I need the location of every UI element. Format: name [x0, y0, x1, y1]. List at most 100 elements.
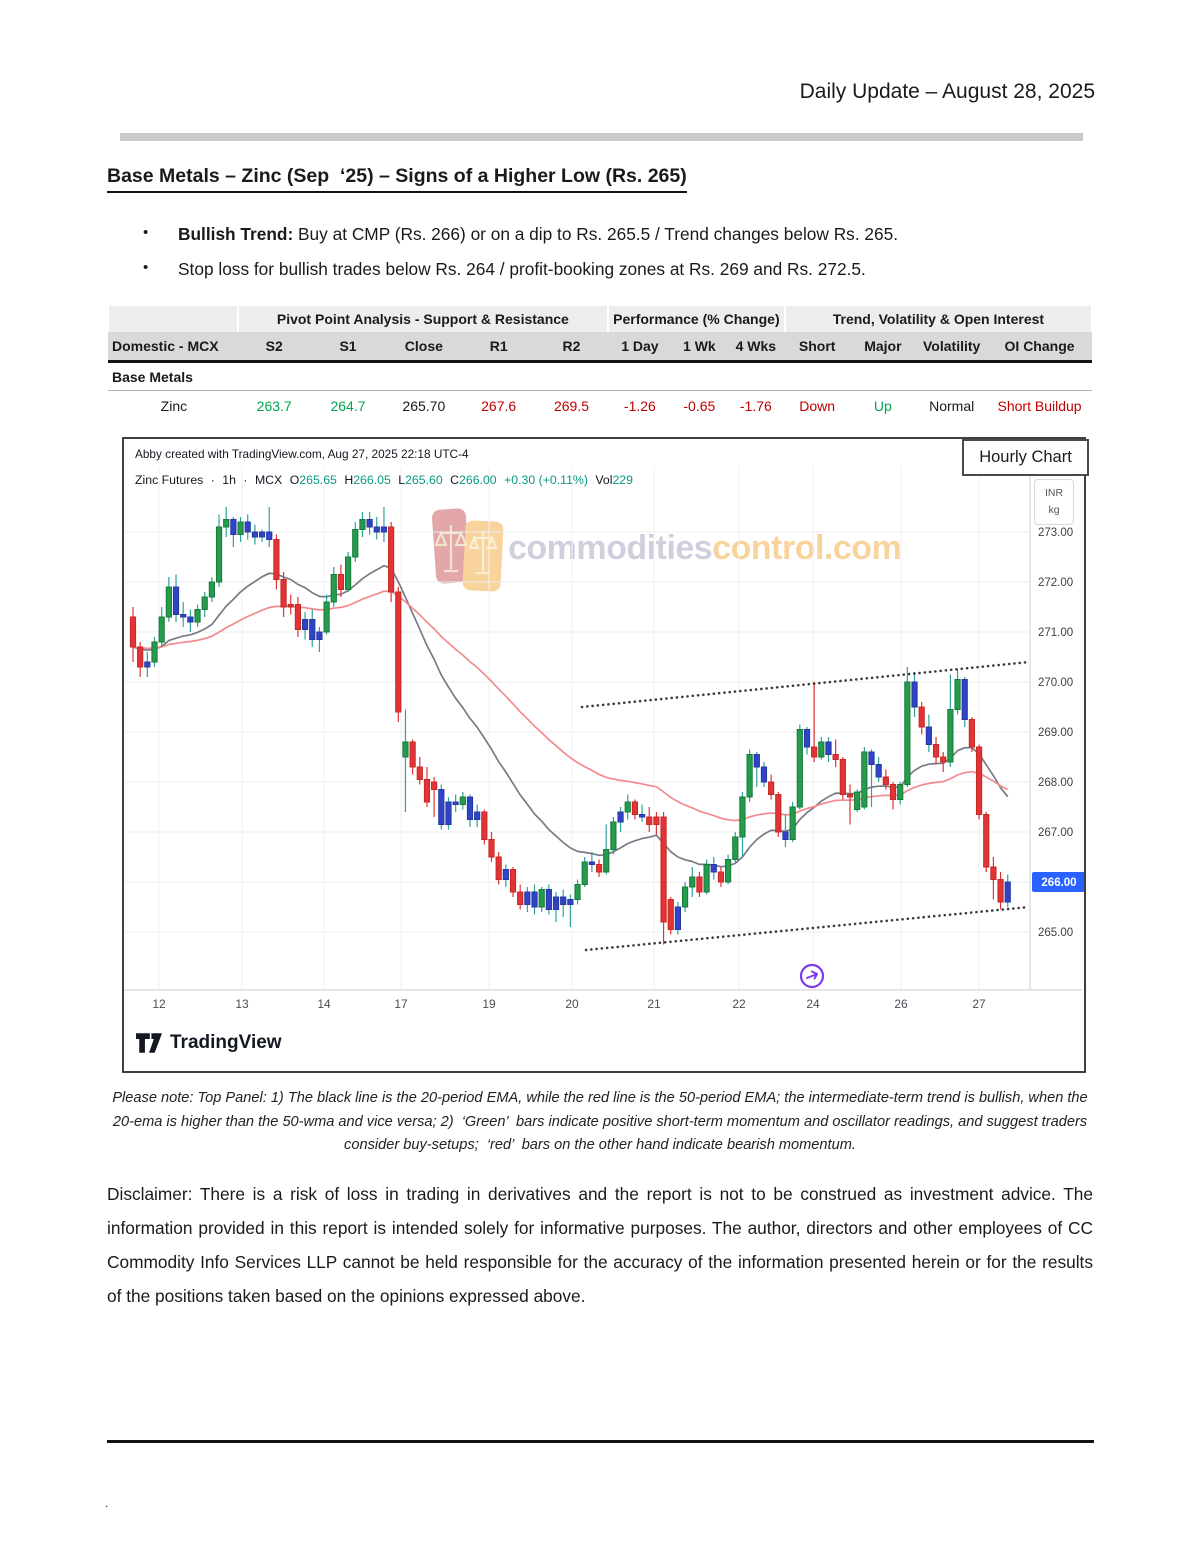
hourly-chart-label: Hourly Chart: [962, 439, 1089, 476]
candle-body: [345, 556, 352, 590]
table-column-header: Domestic - MCX: [108, 332, 238, 362]
candle-body: [545, 889, 552, 910]
candle-body: [251, 531, 258, 538]
table-column-header: R1: [462, 332, 536, 362]
candle-body: [194, 609, 201, 623]
candle-body: [689, 876, 696, 888]
candle-body: [925, 726, 932, 745]
candle-body: [560, 896, 567, 905]
candle-body: [423, 779, 431, 803]
price-tick-label: 271.00: [1038, 627, 1073, 639]
table-group-header: Performance (% Change): [606, 306, 786, 332]
candle-body: [732, 836, 739, 860]
candle-body: [710, 864, 717, 873]
watermark-text-left: commodities: [508, 528, 713, 567]
time-tick-label: 26: [894, 997, 908, 1011]
candle-body: [768, 781, 775, 795]
candle-body: [172, 586, 180, 615]
bullet-icon: •: [143, 259, 149, 276]
candle-body: [258, 531, 266, 538]
candle-body: [595, 864, 603, 873]
candle-body: [517, 891, 524, 905]
table-cell: -0.65: [683, 398, 716, 414]
price-tick-label: 273.00: [1038, 527, 1073, 539]
candle-body: [137, 646, 144, 668]
candle-body: [180, 614, 187, 618]
candle-body: [323, 601, 330, 633]
candle-body: [474, 811, 481, 820]
tradingview-logo[interactable]: TradingView: [136, 1031, 282, 1055]
chart-legend[interactable]: Zinc Futures · 1h · MCX O265.65 H266.05 …: [135, 473, 633, 487]
candle-body: [402, 741, 409, 758]
candle-body: [739, 796, 746, 838]
candle-body: [617, 811, 624, 823]
candle-body: [488, 839, 495, 858]
table-cell: 265.70: [402, 398, 446, 414]
unit-currency: INR: [1044, 487, 1064, 500]
candle-body: [674, 906, 682, 930]
legend-close-label: C: [450, 473, 460, 487]
candle-body: [438, 789, 445, 825]
table-cell-commodity: Zinc: [160, 398, 188, 414]
price-axis-unit-box: INR kg: [1034, 479, 1074, 525]
candle-body: [875, 764, 882, 778]
legend-volume-label: Vol: [595, 473, 613, 487]
legend-high-value: 266.05: [353, 473, 391, 487]
candle-body: [223, 519, 230, 528]
legend-close-value: 266.00: [459, 473, 497, 487]
candle-body: [954, 679, 961, 710]
candle-body: [983, 814, 990, 868]
price-tick-label: 267.00: [1038, 827, 1073, 839]
table-cell: Normal: [929, 398, 975, 414]
candle-body: [854, 791, 861, 810]
table-column-header-row: Domestic - MCX S2 S1 Close R1 R2 1 Day 1 Wk 4 Wk…: [108, 332, 1092, 362]
candle-body: [681, 886, 689, 908]
table-cell: 269.5: [553, 398, 590, 414]
candle-body: [581, 861, 588, 885]
legend-interval: 1h: [222, 473, 236, 487]
time-tick-label: 13: [235, 997, 249, 1011]
section-title-wrap: Base Metals – Zinc (Sep ‘25) – Signs of …: [107, 165, 687, 193]
table-column-header: 1 Wk: [671, 332, 727, 362]
candle-body: [538, 889, 545, 908]
candle-body: [208, 581, 215, 598]
candle-body: [388, 526, 395, 593]
candle-body: [144, 661, 151, 668]
last-price-badge: [1032, 872, 1084, 892]
candle-body: [309, 619, 316, 640]
commoditiescontrol-logo-icon: [431, 508, 504, 592]
header-divider-bar: [120, 133, 1083, 141]
candle-body: [395, 591, 402, 713]
candle-body: [775, 794, 782, 833]
ema-20-line: [132, 564, 1009, 868]
table-section-row: Base Metals: [108, 361, 1092, 391]
candle-body: [366, 519, 373, 528]
candle-body: [789, 806, 796, 840]
candle-body: [653, 816, 660, 825]
table-cell: Down: [799, 398, 836, 414]
candle-body: [660, 816, 667, 923]
candle-body: [244, 521, 251, 533]
note-line-1: Please note: Top Panel: 1) The black lin…: [112, 1090, 1088, 1106]
candle-body: [904, 681, 911, 785]
candle-body: [502, 869, 509, 880]
table-row: Zinc 263.7 264.7 265.70 267.6 269.5 -1.26 -0.65…: [108, 391, 1092, 422]
candle-body: [818, 741, 825, 758]
table-group-header: [107, 306, 239, 332]
trendline-resistance: [580, 660, 1031, 709]
page-footer-mark: .: [105, 1496, 109, 1510]
candlestick-chart-canvas: 273.00 272.00 271.00 270.00 269.00 268.00 267.…: [124, 439, 1084, 1011]
candle-body: [301, 619, 309, 630]
candle-body: [646, 816, 653, 825]
candle-body: [352, 529, 359, 558]
candle-body: [868, 751, 875, 765]
time-tick-label: 27: [972, 997, 986, 1011]
candle-body: [961, 679, 968, 720]
legend-open-label: O: [289, 473, 300, 487]
candle-body: [889, 784, 897, 800]
candle-body: [932, 744, 940, 758]
candle-body: [839, 759, 846, 795]
bullet-1-rest: Buy at CMP (Rs. 266) or on a dip to Rs. …: [293, 224, 899, 244]
event-marker-arrow: [806, 970, 818, 980]
table-column-header: OI Change: [987, 332, 1092, 362]
